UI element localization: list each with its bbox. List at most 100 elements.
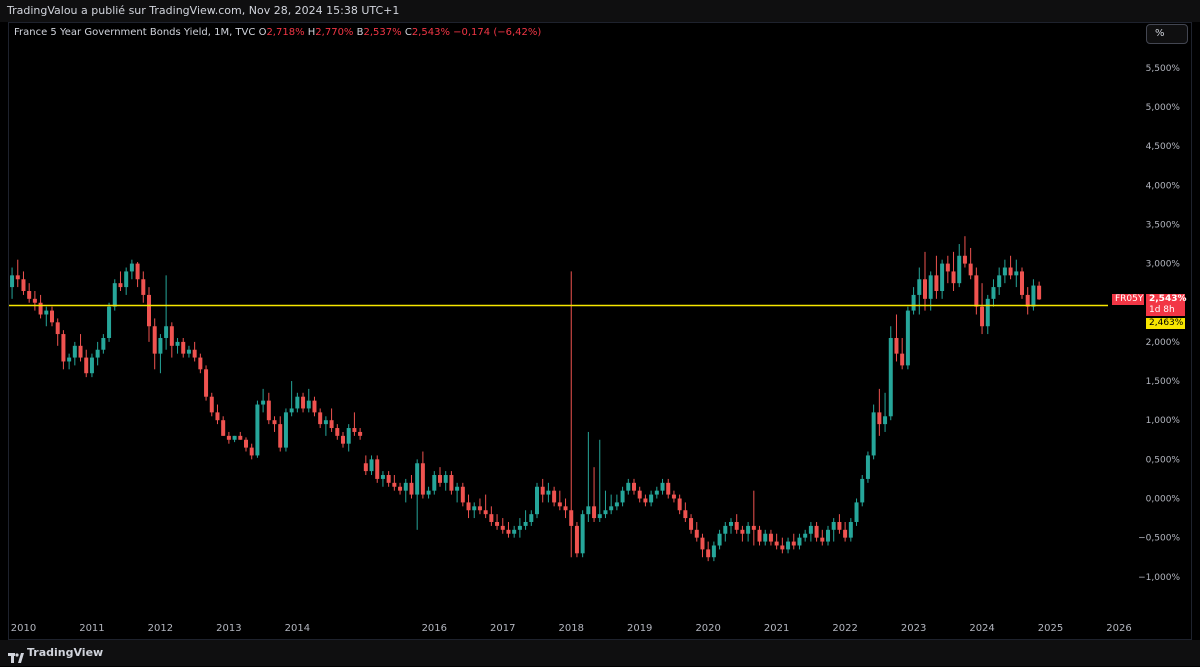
candle-body[interactable]: [523, 521, 528, 526]
candle-body[interactable]: [871, 412, 876, 456]
candle-body[interactable]: [209, 396, 214, 413]
candle-body[interactable]: [112, 283, 117, 307]
candle-body[interactable]: [124, 271, 129, 288]
candle-body[interactable]: [751, 525, 756, 530]
candle-body[interactable]: [535, 486, 539, 515]
candle-body[interactable]: [934, 275, 939, 292]
candle-body[interactable]: [632, 482, 636, 491]
candle-body[interactable]: [472, 506, 477, 511]
candle-body[interactable]: [837, 521, 842, 530]
candle-body[interactable]: [204, 369, 209, 397]
candle-body[interactable]: [808, 525, 813, 534]
candle-body[interactable]: [826, 529, 830, 542]
candle-body[interactable]: [460, 486, 465, 503]
candle-body[interactable]: [580, 514, 585, 554]
candle-body[interactable]: [129, 263, 134, 272]
candle-body[interactable]: [711, 545, 716, 558]
candle-body[interactable]: [540, 486, 545, 495]
candle-body[interactable]: [951, 271, 956, 284]
candle-body[interactable]: [369, 459, 374, 472]
candle-body[interactable]: [443, 475, 448, 483]
candle-body[interactable]: [0, 291, 3, 295]
candle-body[interactable]: [186, 349, 191, 354]
candle-body[interactable]: [55, 322, 60, 335]
candle-body[interactable]: [72, 345, 77, 358]
candle-body[interactable]: [962, 255, 967, 264]
candle-body[interactable]: [603, 510, 608, 515]
candle-body[interactable]: [980, 306, 985, 327]
candle-body[interactable]: [797, 537, 802, 546]
candle-body[interactable]: [352, 428, 357, 432]
candle-body[interactable]: [694, 529, 699, 538]
candle-body[interactable]: [289, 408, 294, 413]
candle-body[interactable]: [1020, 271, 1024, 295]
candle-body[interactable]: [597, 514, 602, 519]
candle-body[interactable]: [609, 506, 614, 511]
candle-body[interactable]: [620, 490, 625, 503]
candle-body[interactable]: [403, 482, 408, 491]
candle-body[interactable]: [261, 400, 266, 405]
candle-body[interactable]: [455, 486, 460, 491]
candle-body[interactable]: [848, 521, 853, 538]
candle-body[interactable]: [928, 275, 933, 299]
candle-body[interactable]: [734, 521, 739, 530]
candle-body[interactable]: [1025, 294, 1030, 307]
candle-body[interactable]: [283, 412, 288, 448]
candle-body[interactable]: [232, 435, 237, 440]
candle-body[interactable]: [255, 404, 260, 456]
candle-body[interactable]: [398, 486, 403, 491]
candle-body[interactable]: [1037, 285, 1042, 300]
candle-body[interactable]: [831, 521, 836, 530]
candle-body[interactable]: [466, 502, 471, 511]
candle-body[interactable]: [569, 510, 574, 526]
candle-body[interactable]: [164, 326, 169, 338]
candle-body[interactable]: [329, 420, 334, 429]
candle-body[interactable]: [888, 337, 893, 417]
candle-body[interactable]: [894, 337, 899, 354]
candle-body[interactable]: [272, 420, 277, 425]
candle-body[interactable]: [67, 357, 72, 362]
candle-body[interactable]: [923, 279, 927, 299]
candle-body[interactable]: [974, 275, 979, 307]
candle-body[interactable]: [843, 529, 848, 538]
candle-body[interactable]: [883, 416, 888, 425]
candle-body[interactable]: [997, 275, 1002, 288]
candle-body[interactable]: [118, 283, 123, 288]
candle-body[interactable]: [854, 502, 859, 522]
candle-body[interactable]: [363, 463, 368, 472]
candle-body[interactable]: [506, 529, 511, 534]
chart-panel[interactable]: [8, 22, 1192, 640]
candle-body[interactable]: [917, 279, 922, 295]
candle-body[interactable]: [358, 431, 363, 436]
candle-body[interactable]: [586, 506, 591, 515]
candle-body[interactable]: [763, 533, 768, 542]
candle-body[interactable]: [563, 506, 568, 511]
candle-body[interactable]: [649, 494, 654, 503]
candle-body[interactable]: [529, 514, 534, 522]
candle-body[interactable]: [643, 498, 648, 503]
candle-body[interactable]: [911, 294, 916, 311]
candle-body[interactable]: [449, 475, 454, 491]
candle-body[interactable]: [249, 447, 254, 456]
candle-body[interactable]: [312, 400, 317, 413]
candle-body[interactable]: [865, 455, 870, 479]
candle-body[interactable]: [38, 302, 43, 315]
candle-body[interactable]: [306, 400, 311, 409]
candle-body[interactable]: [666, 482, 671, 495]
candle-body[interactable]: [221, 420, 226, 436]
candle-body[interactable]: [420, 463, 425, 495]
candle-body[interactable]: [169, 326, 174, 346]
candle-body[interactable]: [426, 490, 431, 495]
candle-body[interactable]: [546, 490, 551, 495]
candle-body[interactable]: [820, 537, 825, 542]
candle-body[interactable]: [346, 428, 351, 444]
candle-body[interactable]: [723, 525, 728, 534]
candle-body[interactable]: [614, 502, 619, 507]
candle-body[interactable]: [335, 428, 340, 436]
candle-body[interactable]: [78, 345, 83, 358]
candle-body[interactable]: [654, 490, 659, 495]
candle-body[interactable]: [877, 412, 882, 425]
candle-body[interactable]: [386, 475, 391, 483]
candle-body[interactable]: [21, 279, 26, 292]
candle-body[interactable]: [266, 400, 271, 421]
